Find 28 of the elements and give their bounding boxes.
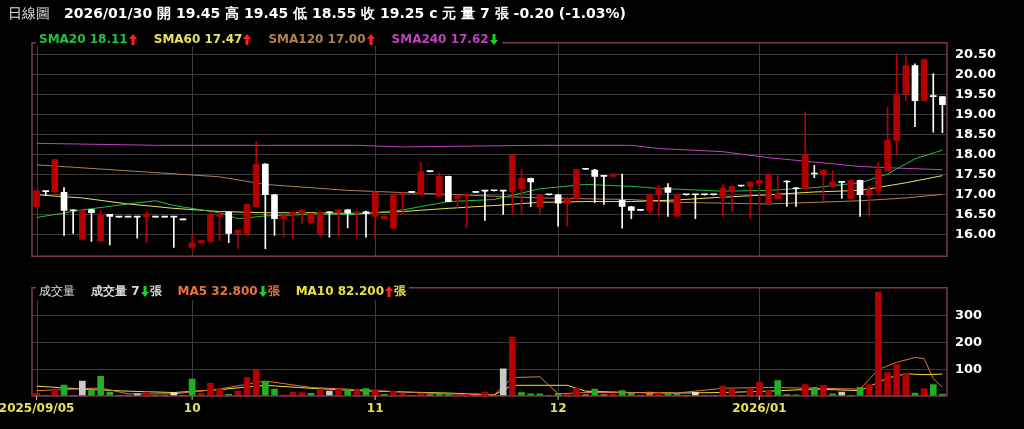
text: MA10 82.200 張 xyxy=(295,284,407,298)
x-tick-label: 11 xyxy=(366,401,384,416)
y-tick-label: 16.50 xyxy=(955,205,997,221)
y-tick-label: 200 xyxy=(955,333,983,349)
text: SMA120 17.00 xyxy=(268,32,366,46)
x-tick-label: 2026/01 xyxy=(732,401,787,416)
y-tick-label: 19.00 xyxy=(955,105,997,121)
y-tick-label: 20.50 xyxy=(955,46,997,62)
chart-title: 成交量 xyxy=(39,283,75,300)
y-tick-label: 18.50 xyxy=(955,125,997,141)
y-tick-label: 100 xyxy=(955,360,983,376)
x-tick-label: 10 xyxy=(183,401,201,416)
chart-subtitle: 2026/01/30 開 19.45 高 19.45 低 18.55 收 19.25 c 元 量 7 張 -0.20 (-1.03%) xyxy=(64,4,626,23)
text: SMA240 17.62 xyxy=(391,32,489,46)
y-tick-label: 19.50 xyxy=(955,86,997,102)
y-tick-label: 300 xyxy=(955,307,983,323)
y-tick-label: 17.50 xyxy=(955,165,997,181)
text: SMA60 17.47 xyxy=(153,32,243,46)
chart-title: 日線圖 xyxy=(8,4,50,23)
x-tick-label: 12 xyxy=(549,401,567,416)
text: SMA20 18.11 xyxy=(39,32,128,46)
y-tick-label: 17.00 xyxy=(955,185,997,201)
y-tick-label: 16.00 xyxy=(955,225,997,241)
x-tick-label: 2025/09/05 xyxy=(0,401,75,416)
text: MA5 32.800 張 xyxy=(177,284,280,298)
y-tick-label: 18.00 xyxy=(955,145,997,161)
y-tick-label: 20.00 xyxy=(955,66,997,82)
text: 成交量 7 張 xyxy=(91,284,162,298)
